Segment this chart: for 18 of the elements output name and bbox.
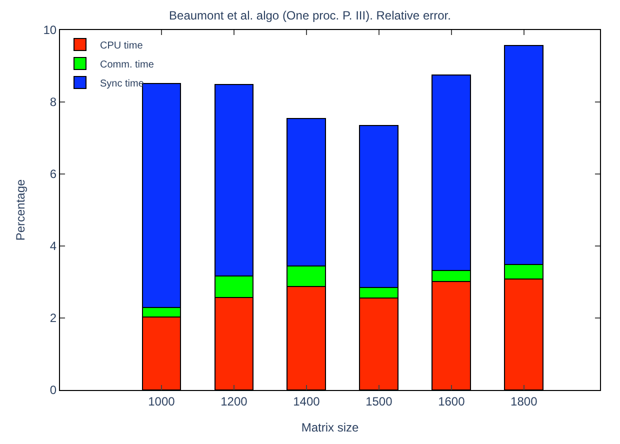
x-tick-label: 1500 (366, 394, 393, 408)
x-tick-label: 1600 (438, 394, 466, 408)
y-tick-label: 10 (43, 23, 57, 38)
legend-label: CPU time (100, 40, 144, 52)
x-tick-label: 1000 (148, 394, 176, 408)
legend-label: Sync time (100, 78, 144, 90)
y-tick-label: 4 (50, 239, 57, 254)
y-axis-title: Percentage (14, 178, 28, 241)
x-tick-label: 1800 (510, 394, 538, 408)
x-tick-label: 1200 (220, 394, 248, 408)
legend-label: Comm. time (100, 59, 154, 70)
x-axis-title: Matrix size (301, 420, 359, 434)
x-tick-label: 1400 (293, 394, 320, 408)
chart-title: Beaumont et al. algo (One proc. P. III). Relative error. (169, 8, 451, 22)
y-tick-label: 0 (50, 383, 57, 398)
y-tick-label: 8 (50, 95, 57, 110)
y-tick-label: 6 (50, 167, 57, 182)
y-tick-label: 2 (50, 311, 57, 326)
